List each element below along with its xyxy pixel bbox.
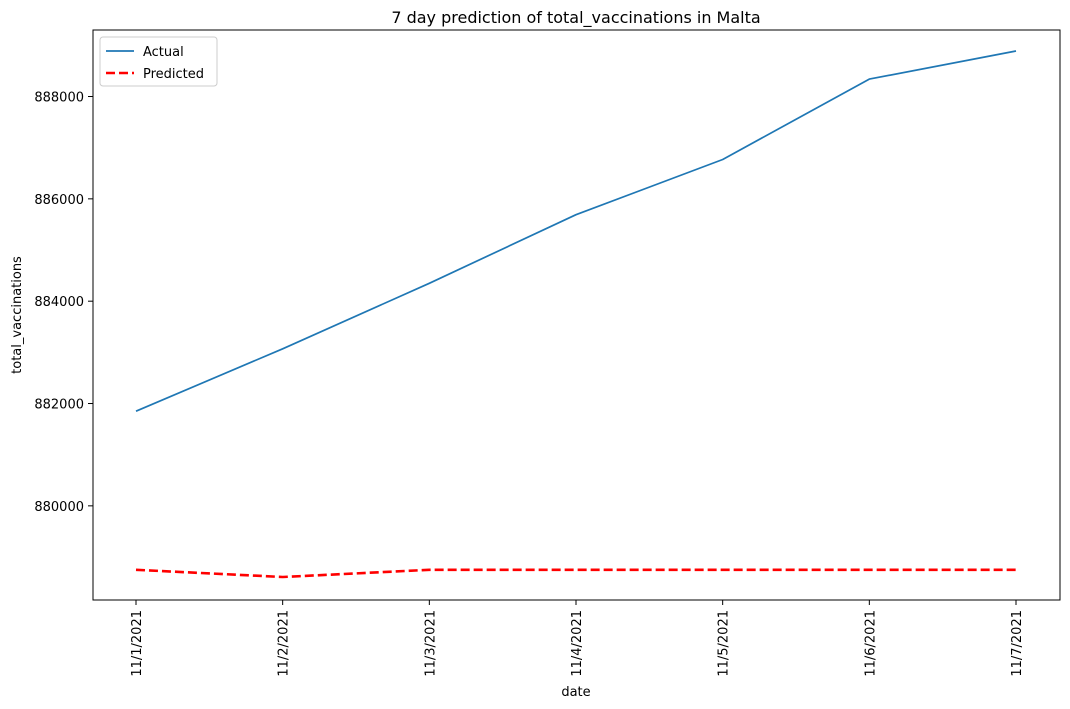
x-tick-label: 11/4/2021 [570, 610, 585, 677]
x-tick-label: 11/6/2021 [863, 610, 878, 677]
y-tick-label: 884000 [34, 295, 84, 310]
legend-box [99, 36, 218, 87]
legend-label-predicted: Predicted [143, 67, 204, 82]
chart-title: 7 day prediction of total_vaccinations i… [391, 8, 760, 28]
x-axis-title: date [561, 685, 590, 700]
x-tick-label: 11/2/2021 [277, 610, 292, 677]
series-line-predicted [135, 568, 1016, 579]
x-tick-label: 11/3/2021 [423, 610, 438, 677]
y-axis: 880000 882000 884000 886000 888000 [34, 91, 93, 515]
x-tick-label: 11/7/2021 [1010, 610, 1025, 677]
plot-frame [92, 29, 1061, 601]
x-tick-label: 11/5/2021 [717, 610, 732, 677]
legend-label-actual: Actual [143, 45, 184, 60]
x-tick-label: 11/1/2021 [130, 610, 145, 677]
series-layer [135, 50, 1017, 579]
x-axis: 11/1/2021 11/2/2021 11/3/2021 11/4/2021 11/5… [130, 600, 1025, 677]
legend: Actual Predicted [99, 36, 218, 87]
y-tick-label: 886000 [34, 193, 84, 208]
y-tick-label: 888000 [34, 91, 84, 106]
y-tick-label: 882000 [34, 398, 84, 413]
y-tick-label: 880000 [34, 500, 84, 515]
y-axis-title: total_vaccinations [10, 256, 25, 374]
series-line-actual [135, 50, 1017, 412]
